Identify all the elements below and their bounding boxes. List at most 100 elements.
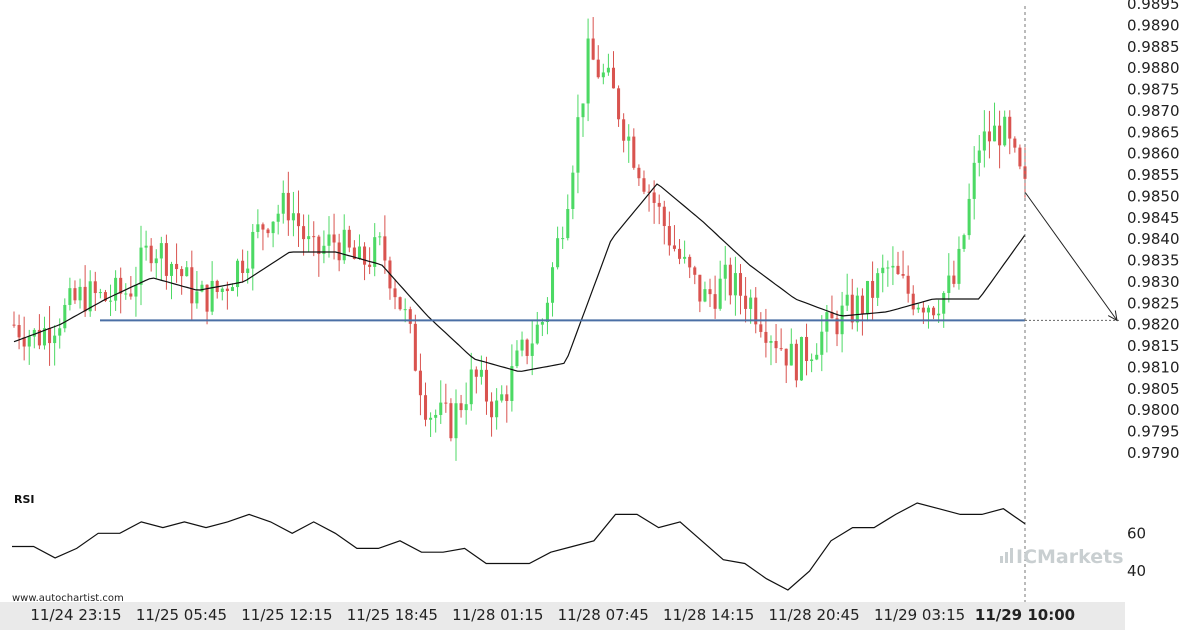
bearish-candle bbox=[444, 383, 448, 413]
bullish-candle bbox=[886, 260, 890, 287]
time-tick-label: 11/24 23:15 bbox=[30, 606, 121, 624]
price-panel: 0.9895 0.9890 0.9885 0.9880 0.9875 0.9870 0.98… bbox=[12, 0, 1180, 602]
bullish-candle bbox=[78, 278, 82, 309]
bullish-candle bbox=[576, 94, 580, 194]
bearish-candle bbox=[312, 221, 316, 257]
bearish-candle bbox=[368, 247, 372, 275]
bearish-candle bbox=[296, 190, 301, 247]
bullish-candle bbox=[942, 291, 946, 328]
bullish-candle bbox=[520, 331, 524, 357]
bullish-candle bbox=[454, 389, 458, 461]
bearish-candle bbox=[835, 310, 839, 347]
bullish-candle bbox=[810, 353, 814, 373]
price-tick-label: 0.9840 bbox=[1127, 230, 1180, 248]
bullish-candle bbox=[627, 124, 631, 163]
bearish-candle bbox=[738, 264, 743, 315]
time-axis: 11/24 23:15 11/25 05:45 11/25 12:15 11/25 1… bbox=[0, 602, 1125, 630]
bullish-candle bbox=[322, 230, 326, 264]
bearish-candle bbox=[83, 265, 87, 317]
bearish-candle bbox=[713, 275, 717, 319]
bearish-candle bbox=[805, 323, 809, 376]
bearish-candle bbox=[149, 238, 153, 272]
bearish-candle bbox=[672, 225, 676, 252]
bearish-candle bbox=[490, 392, 494, 437]
time-axis-background bbox=[0, 602, 1125, 630]
bearish-candle bbox=[911, 285, 915, 316]
bullish-candle bbox=[429, 412, 433, 437]
bearish-candle bbox=[363, 242, 367, 281]
bearish-candle bbox=[241, 249, 245, 283]
bullish-candle bbox=[291, 191, 295, 237]
price-tick-label: 0.9880 bbox=[1127, 59, 1180, 77]
bullish-candle bbox=[723, 245, 727, 301]
bullish-candle bbox=[281, 180, 285, 224]
bullish-candle bbox=[926, 305, 930, 329]
price-tick-label: 0.9865 bbox=[1127, 123, 1180, 141]
bullish-candle bbox=[220, 287, 224, 301]
bearish-candle bbox=[398, 296, 402, 311]
bearish-candle bbox=[744, 277, 748, 323]
bullish-candle bbox=[825, 304, 829, 353]
bullish-candle bbox=[561, 226, 565, 249]
brand-text: ICMarkets bbox=[1016, 546, 1124, 568]
bullish-candle bbox=[601, 63, 605, 85]
bearish-candle bbox=[779, 328, 783, 351]
bearish-candle bbox=[642, 170, 646, 195]
bullish-candle bbox=[992, 102, 997, 142]
bearish-candle bbox=[215, 279, 219, 299]
time-tick-label: 11/28 14:15 bbox=[663, 606, 754, 624]
bullish-candle bbox=[586, 18, 590, 122]
price-tick-label: 0.9875 bbox=[1127, 81, 1180, 99]
bullish-candle bbox=[789, 328, 793, 366]
bearish-candle bbox=[449, 398, 453, 442]
bullish-candle bbox=[68, 277, 72, 311]
bearish-candle bbox=[266, 227, 270, 238]
bearish-candle bbox=[901, 250, 905, 279]
bullish-candle bbox=[479, 355, 483, 385]
price-tick-label: 0.9820 bbox=[1127, 316, 1180, 334]
bullish-candle bbox=[185, 261, 189, 277]
bearish-candle bbox=[896, 251, 900, 276]
bearish-candle bbox=[1023, 147, 1027, 198]
bearish-candle bbox=[591, 17, 595, 61]
bullish-candle bbox=[606, 53, 610, 76]
bullish-candle bbox=[114, 270, 118, 311]
bullish-candle bbox=[947, 253, 951, 303]
bearish-candle bbox=[352, 240, 356, 260]
bullish-candle bbox=[876, 268, 880, 306]
price-tick-label: 0.9870 bbox=[1127, 102, 1180, 120]
bullish-candle bbox=[159, 236, 163, 281]
bullish-candle bbox=[703, 281, 707, 303]
price-tick-label: 0.9790 bbox=[1127, 444, 1180, 462]
brand-logo: ICMarkets bbox=[1000, 546, 1124, 568]
bullish-candle bbox=[58, 318, 62, 349]
bearish-candle bbox=[708, 278, 712, 308]
candlestick-series bbox=[12, 17, 1027, 461]
bearish-candle bbox=[37, 314, 41, 350]
source-watermark: www.autochartist.com bbox=[12, 593, 124, 604]
bearish-candle bbox=[698, 274, 702, 313]
bearish-candle bbox=[423, 382, 428, 427]
bullish-candle bbox=[42, 316, 47, 350]
bearish-candle bbox=[317, 234, 321, 277]
bearish-candle bbox=[484, 356, 489, 415]
bullish-candle bbox=[373, 223, 377, 277]
bullish-candle bbox=[571, 165, 575, 220]
bullish-candle bbox=[891, 246, 895, 286]
time-tick-label: 11/25 18:45 bbox=[347, 606, 438, 624]
bullish-candle bbox=[403, 298, 407, 323]
bearish-candle bbox=[347, 225, 351, 253]
bullish-candle bbox=[515, 340, 519, 369]
bearish-candle bbox=[622, 113, 626, 153]
price-tick-label: 0.9845 bbox=[1127, 209, 1180, 227]
price-tick-label: 0.9860 bbox=[1127, 145, 1180, 163]
price-tick-label: 0.9895 bbox=[1127, 0, 1180, 13]
bullish-candle bbox=[236, 258, 240, 297]
bearish-candle bbox=[17, 314, 21, 350]
bearish-candle bbox=[261, 222, 265, 251]
bearish-candle bbox=[119, 267, 123, 314]
time-axis-labels: 11/24 23:15 11/25 05:45 11/25 12:15 11/25 1… bbox=[30, 606, 1075, 624]
bearish-candle bbox=[632, 128, 636, 170]
bullish-candle bbox=[144, 230, 148, 261]
bullish-candle bbox=[63, 298, 67, 333]
